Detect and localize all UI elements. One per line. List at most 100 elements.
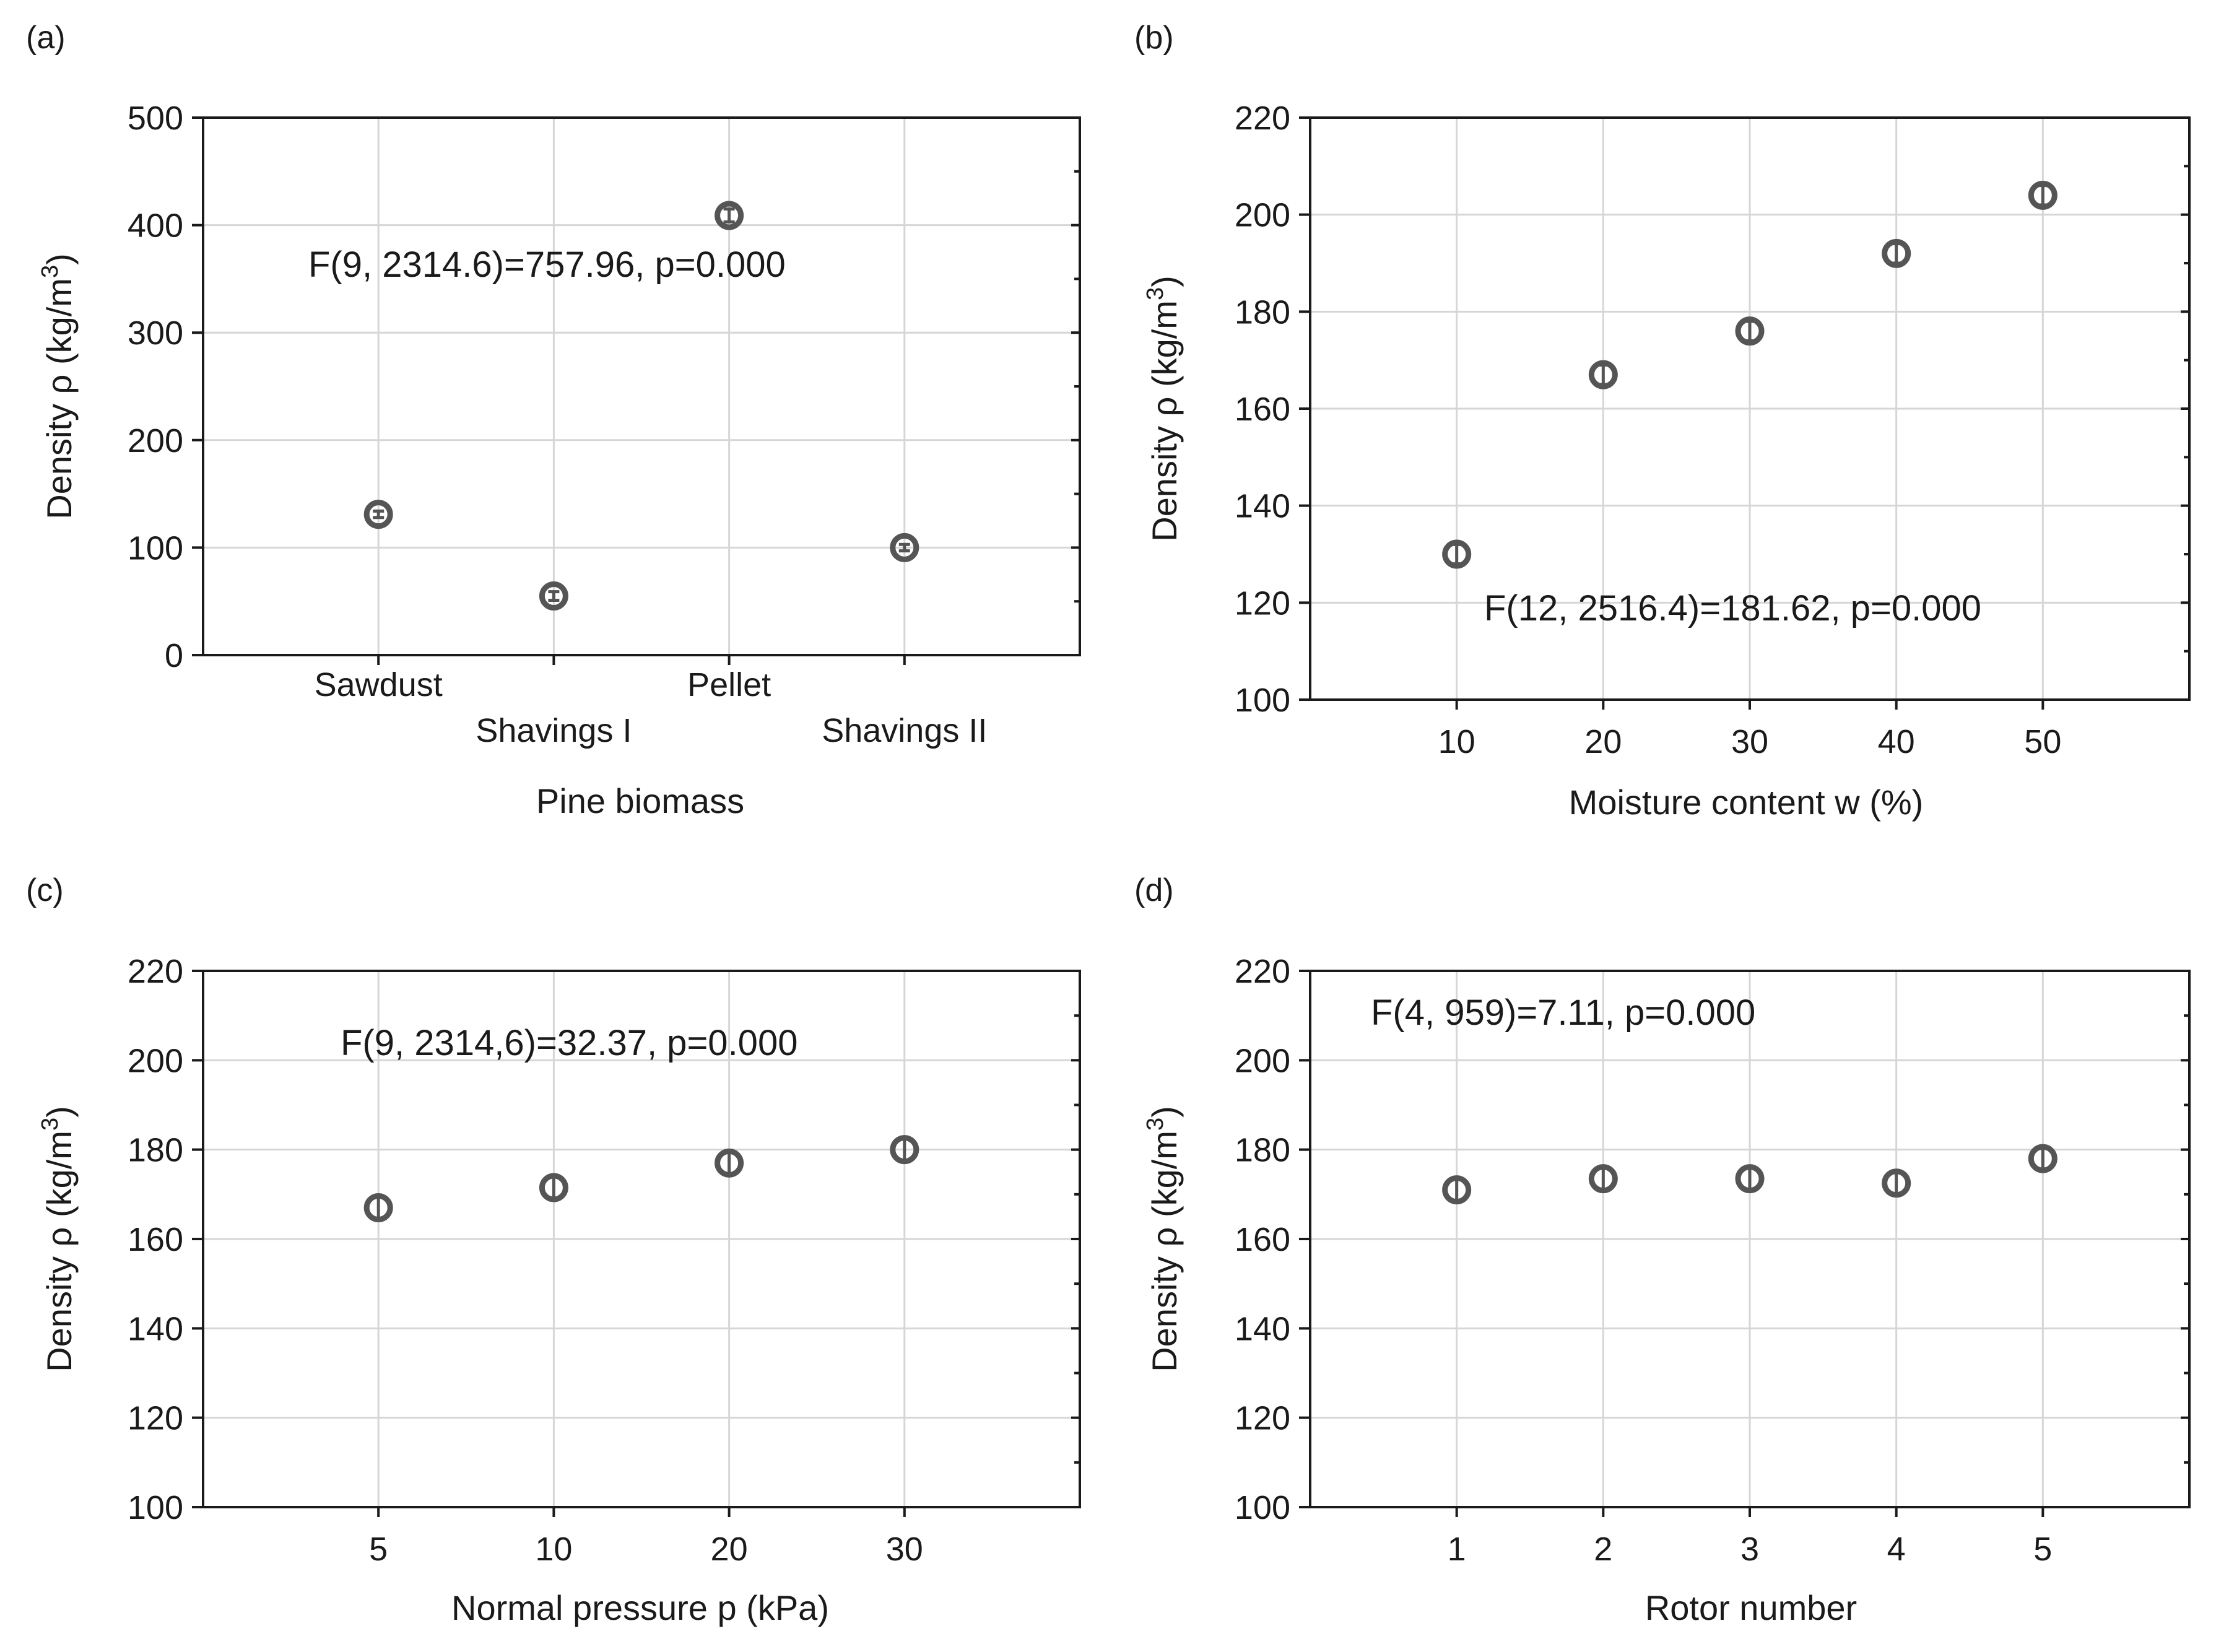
stats-annotation: F(9, 2314.6)=757.96, p=0.000 [308, 245, 786, 285]
y-tick-label: 200 [128, 1042, 183, 1079]
data-point [1882, 238, 1911, 268]
y-tick-label: 100 [128, 529, 183, 567]
x-tick-label: 40 [1878, 723, 1915, 760]
data-point [1442, 1175, 1472, 1205]
data-point [715, 201, 744, 230]
x-tick-label: 5 [2033, 1531, 2052, 1568]
x-tick-label: 3 [1740, 1531, 1759, 1568]
data-point [1442, 539, 1472, 569]
y-tick-label: 180 [1235, 293, 1290, 331]
x-axis-label: Moisture content w (%) [1569, 783, 1924, 822]
x-tick-label: 50 [2024, 723, 2061, 760]
y-tick-label: 160 [1235, 391, 1290, 428]
y-axis-label-superscript: 3 [37, 265, 63, 278]
y-tick-label: 120 [1235, 585, 1290, 622]
data-point [890, 1135, 919, 1165]
data-point [1882, 1168, 1911, 1198]
x-tick-label: 2 [1594, 1531, 1612, 1568]
data-point [1588, 360, 1618, 389]
y-axis-label-main: Density ρ (kg/m [1145, 300, 1184, 542]
data-point [363, 1193, 393, 1222]
y-axis-label-close: ) [1145, 276, 1184, 287]
y-tick-label: 200 [1235, 1042, 1290, 1079]
y-tick-label: 220 [1235, 953, 1290, 990]
x-tick-label: 10 [535, 1531, 572, 1568]
y-axis-label-close: ) [40, 1106, 79, 1118]
data-point [1588, 1164, 1618, 1194]
y-axis-label-main: Density ρ (kg/m [40, 1131, 79, 1372]
y-tick-label: 140 [1235, 1310, 1290, 1347]
panel-label: (a) [26, 20, 66, 56]
y-tick-label: 300 [128, 315, 183, 352]
x-tick-label: 20 [1584, 723, 1622, 760]
panel-label: (c) [26, 872, 64, 908]
y-axis-label: Density ρ (kg/m3) [1142, 1106, 1184, 1372]
y-tick-label: 160 [1235, 1221, 1290, 1258]
y-axis-label: Density ρ (kg/m3) [37, 1106, 79, 1372]
y-tick-label: 200 [128, 422, 183, 459]
data-point [539, 1173, 568, 1202]
point-marker [1442, 539, 1472, 569]
y-tick-label: 220 [1235, 100, 1290, 137]
y-tick-label: 500 [128, 100, 183, 137]
data-point [1735, 316, 1765, 346]
point-marker [1882, 238, 1911, 268]
y-tick-label: 120 [128, 1400, 183, 1437]
data-point [2028, 180, 2057, 210]
stats-annotation: F(9, 2314,6)=32.37, p=0.000 [341, 1023, 797, 1063]
y-tick-label: 180 [128, 1132, 183, 1169]
y-axis-label-superscript: 3 [1142, 1118, 1168, 1131]
x-tick-label: Shavings II [822, 712, 987, 749]
data-point [715, 1148, 744, 1178]
y-axis-label: Density ρ (kg/m3) [1142, 276, 1184, 542]
y-tick-label: 200 [1235, 197, 1290, 234]
y-tick-label: 120 [1235, 1400, 1290, 1437]
panel-label: (b) [1134, 20, 1174, 56]
x-tick-label: 1 [1448, 1531, 1466, 1568]
plot-frame [202, 116, 1081, 656]
data-point [539, 581, 568, 611]
chart-panel-2: 100 120 140 160 180 200 220 10 20 30 40 50 (b) F(12, … [1134, 20, 2191, 822]
y-axis-label: Density ρ (kg/m3) [37, 253, 79, 520]
x-tick-label: 4 [1887, 1531, 1906, 1568]
data-point [1735, 1164, 1765, 1194]
y-axis-label-close: ) [1145, 1106, 1184, 1118]
data-point [363, 500, 393, 529]
y-tick-label: 100 [128, 1489, 183, 1526]
data-point [890, 533, 919, 562]
y-tick-label: 160 [128, 1221, 183, 1258]
point-marker [363, 500, 393, 529]
stats-annotation: F(12, 2516.4)=181.62, p=0.000 [1484, 588, 1981, 628]
x-tick-label: Sawdust [315, 666, 443, 703]
y-axis-label-superscript: 3 [1142, 287, 1168, 300]
y-tick-label: 100 [1235, 1489, 1290, 1526]
x-axis-label: Normal pressure p (kPa) [451, 1588, 829, 1627]
x-tick-label: 5 [369, 1531, 388, 1568]
x-axis-label: Rotor number [1645, 1588, 1857, 1627]
y-tick-label: 140 [128, 1310, 183, 1347]
point-marker [890, 533, 919, 562]
panel-label: (d) [1134, 872, 1174, 908]
y-tick-label: 180 [1235, 1132, 1290, 1169]
y-tick-label: 220 [128, 953, 183, 990]
point-marker [2028, 180, 2057, 210]
y-tick-label: 100 [1235, 682, 1290, 719]
x-tick-label: 30 [886, 1531, 923, 1568]
y-axis-label-main: Density ρ (kg/m [40, 278, 79, 520]
x-tick-label: Shavings I [476, 712, 632, 749]
point-marker [715, 201, 744, 230]
x-tick-label: Pellet [687, 666, 771, 703]
x-tick-label: 30 [1731, 723, 1768, 760]
y-tick-label: 0 [165, 637, 183, 674]
point-marker [1735, 316, 1765, 346]
x-tick-label: 10 [1438, 723, 1475, 760]
y-tick-label: 140 [1235, 488, 1290, 525]
point-marker [1588, 360, 1618, 389]
y-tick-label: 400 [128, 207, 183, 245]
chart-panel-4: 100 120 140 160 180 200 220 1 2 3 4 5 (d) F(4, 959)=7… [1134, 872, 2191, 1627]
x-tick-label: 20 [711, 1531, 748, 1568]
stats-annotation: F(4, 959)=7.11, p=0.000 [1371, 993, 1755, 1033]
chart-panel-1: 0 100 200 300 400 500 Sawdust Shavings I Pellet S… [26, 20, 1081, 820]
y-axis-label-main: Density ρ (kg/m [1145, 1131, 1184, 1372]
y-axis-label-superscript: 3 [37, 1118, 63, 1131]
